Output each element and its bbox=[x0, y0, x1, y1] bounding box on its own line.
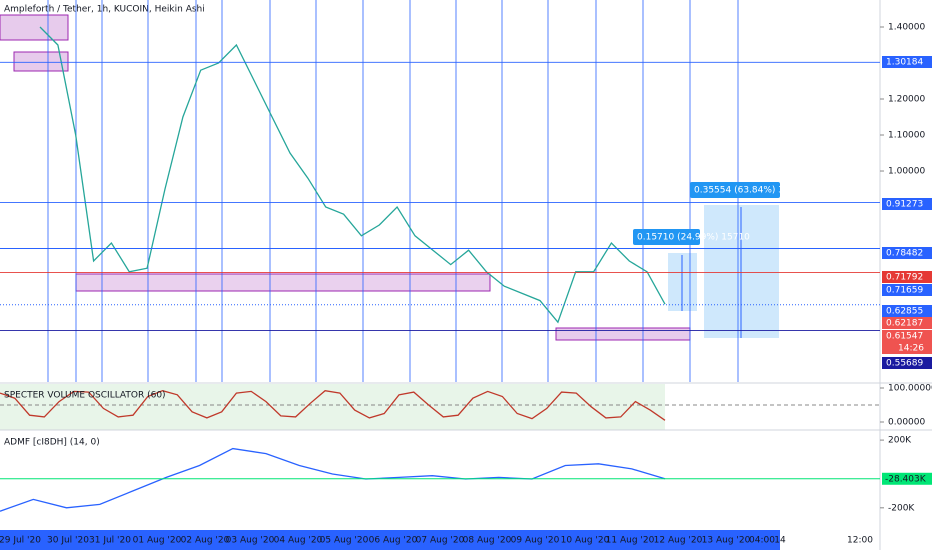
zone bbox=[0, 14, 69, 41]
time-label: 03 Aug '20 bbox=[226, 536, 275, 546]
admf-tag bbox=[882, 472, 932, 485]
y-tick-label: 0.00000 bbox=[888, 418, 925, 428]
measure-label: 0.15710 (24.99%) 15710 bbox=[637, 233, 750, 243]
price-tag-label: 1.30184 bbox=[886, 58, 923, 68]
measure-label: 0.35554 (63.84%) 35554 bbox=[694, 186, 807, 196]
price-tag-label: 0.62187 bbox=[886, 319, 923, 329]
price-tag-label: 0.55689 bbox=[886, 359, 923, 369]
time-label: 13 Aug '20 bbox=[702, 536, 751, 546]
time-label: 14 bbox=[774, 536, 786, 546]
measure-label-box bbox=[633, 229, 700, 245]
time-label: 29 Jul '20 bbox=[0, 536, 41, 546]
time-label: 04 Aug '20 bbox=[274, 536, 323, 546]
price-tag bbox=[882, 271, 932, 283]
zone bbox=[555, 327, 691, 341]
price-tag bbox=[882, 198, 932, 210]
time-label: 02 Aug '20 bbox=[181, 536, 230, 546]
zone bbox=[13, 51, 69, 72]
time-label: 12:00 bbox=[847, 536, 873, 546]
time-label: 06 Aug '20 bbox=[369, 536, 418, 546]
price-tag bbox=[882, 357, 932, 369]
price-line bbox=[39, 26, 666, 324]
chart-title: Ampleforth / Tether, 1h, KUCOIN, Heikin … bbox=[4, 5, 205, 15]
price-tag bbox=[882, 317, 932, 329]
zone bbox=[75, 273, 491, 292]
price-tag bbox=[882, 330, 932, 342]
price-tag-label: 0.78482 bbox=[886, 249, 923, 259]
price-tag-label: 0.71659 bbox=[886, 286, 923, 296]
time-label: 30 Jul '20 bbox=[47, 536, 89, 546]
time-label: 31 Jul '20 bbox=[89, 536, 131, 546]
time-label: 07 Aug '20 bbox=[416, 536, 465, 546]
admf-tag-label: -28.403K bbox=[885, 474, 927, 484]
time-label: 08 Aug '20 bbox=[463, 536, 512, 546]
indicator-line bbox=[0, 447, 666, 512]
time-label: 05 Aug '20 bbox=[320, 536, 369, 546]
countdown: 14:26 bbox=[898, 344, 924, 354]
time-label: 11 Aug '20 bbox=[606, 536, 655, 546]
price-tag-label: 0.62855 bbox=[886, 307, 923, 317]
measure-label-box bbox=[690, 182, 780, 198]
price-tag bbox=[882, 247, 932, 259]
indicator-line bbox=[0, 390, 666, 421]
time-label: 12 Aug '20 bbox=[654, 536, 703, 546]
price-tag bbox=[882, 284, 932, 296]
time-axis-highlight bbox=[0, 530, 780, 550]
countdown-tag bbox=[882, 342, 932, 354]
y-tick-label: 200K bbox=[888, 436, 912, 446]
y-tick-label: 1.10000 bbox=[888, 131, 925, 141]
indicator-label: SPECTER VOLUME OSCILLATOR (60) bbox=[4, 391, 166, 401]
time-label: 04:00 bbox=[749, 536, 775, 546]
price-tag-label: 0.71792 bbox=[886, 273, 923, 283]
price-tag-label: 0.61547 bbox=[886, 332, 923, 342]
y-tick-label: 1.00000 bbox=[888, 167, 925, 177]
time-label: 01 Aug '20 bbox=[133, 536, 182, 546]
y-tick-label: -200K bbox=[888, 503, 915, 513]
y-tick-label: 1.40000 bbox=[888, 23, 925, 33]
indicator-label: ADMF [cI8DH] (14, 0) bbox=[4, 438, 100, 448]
price-tag bbox=[882, 305, 932, 317]
time-label: 09 Aug '20 bbox=[511, 536, 560, 546]
price-tag-label: 0.91273 bbox=[886, 200, 923, 210]
y-tick-label: 100.00000 bbox=[888, 383, 932, 393]
price-tag bbox=[882, 56, 932, 68]
time-label: 10 Aug '20 bbox=[561, 536, 610, 546]
y-tick-label: 1.20000 bbox=[888, 95, 925, 105]
